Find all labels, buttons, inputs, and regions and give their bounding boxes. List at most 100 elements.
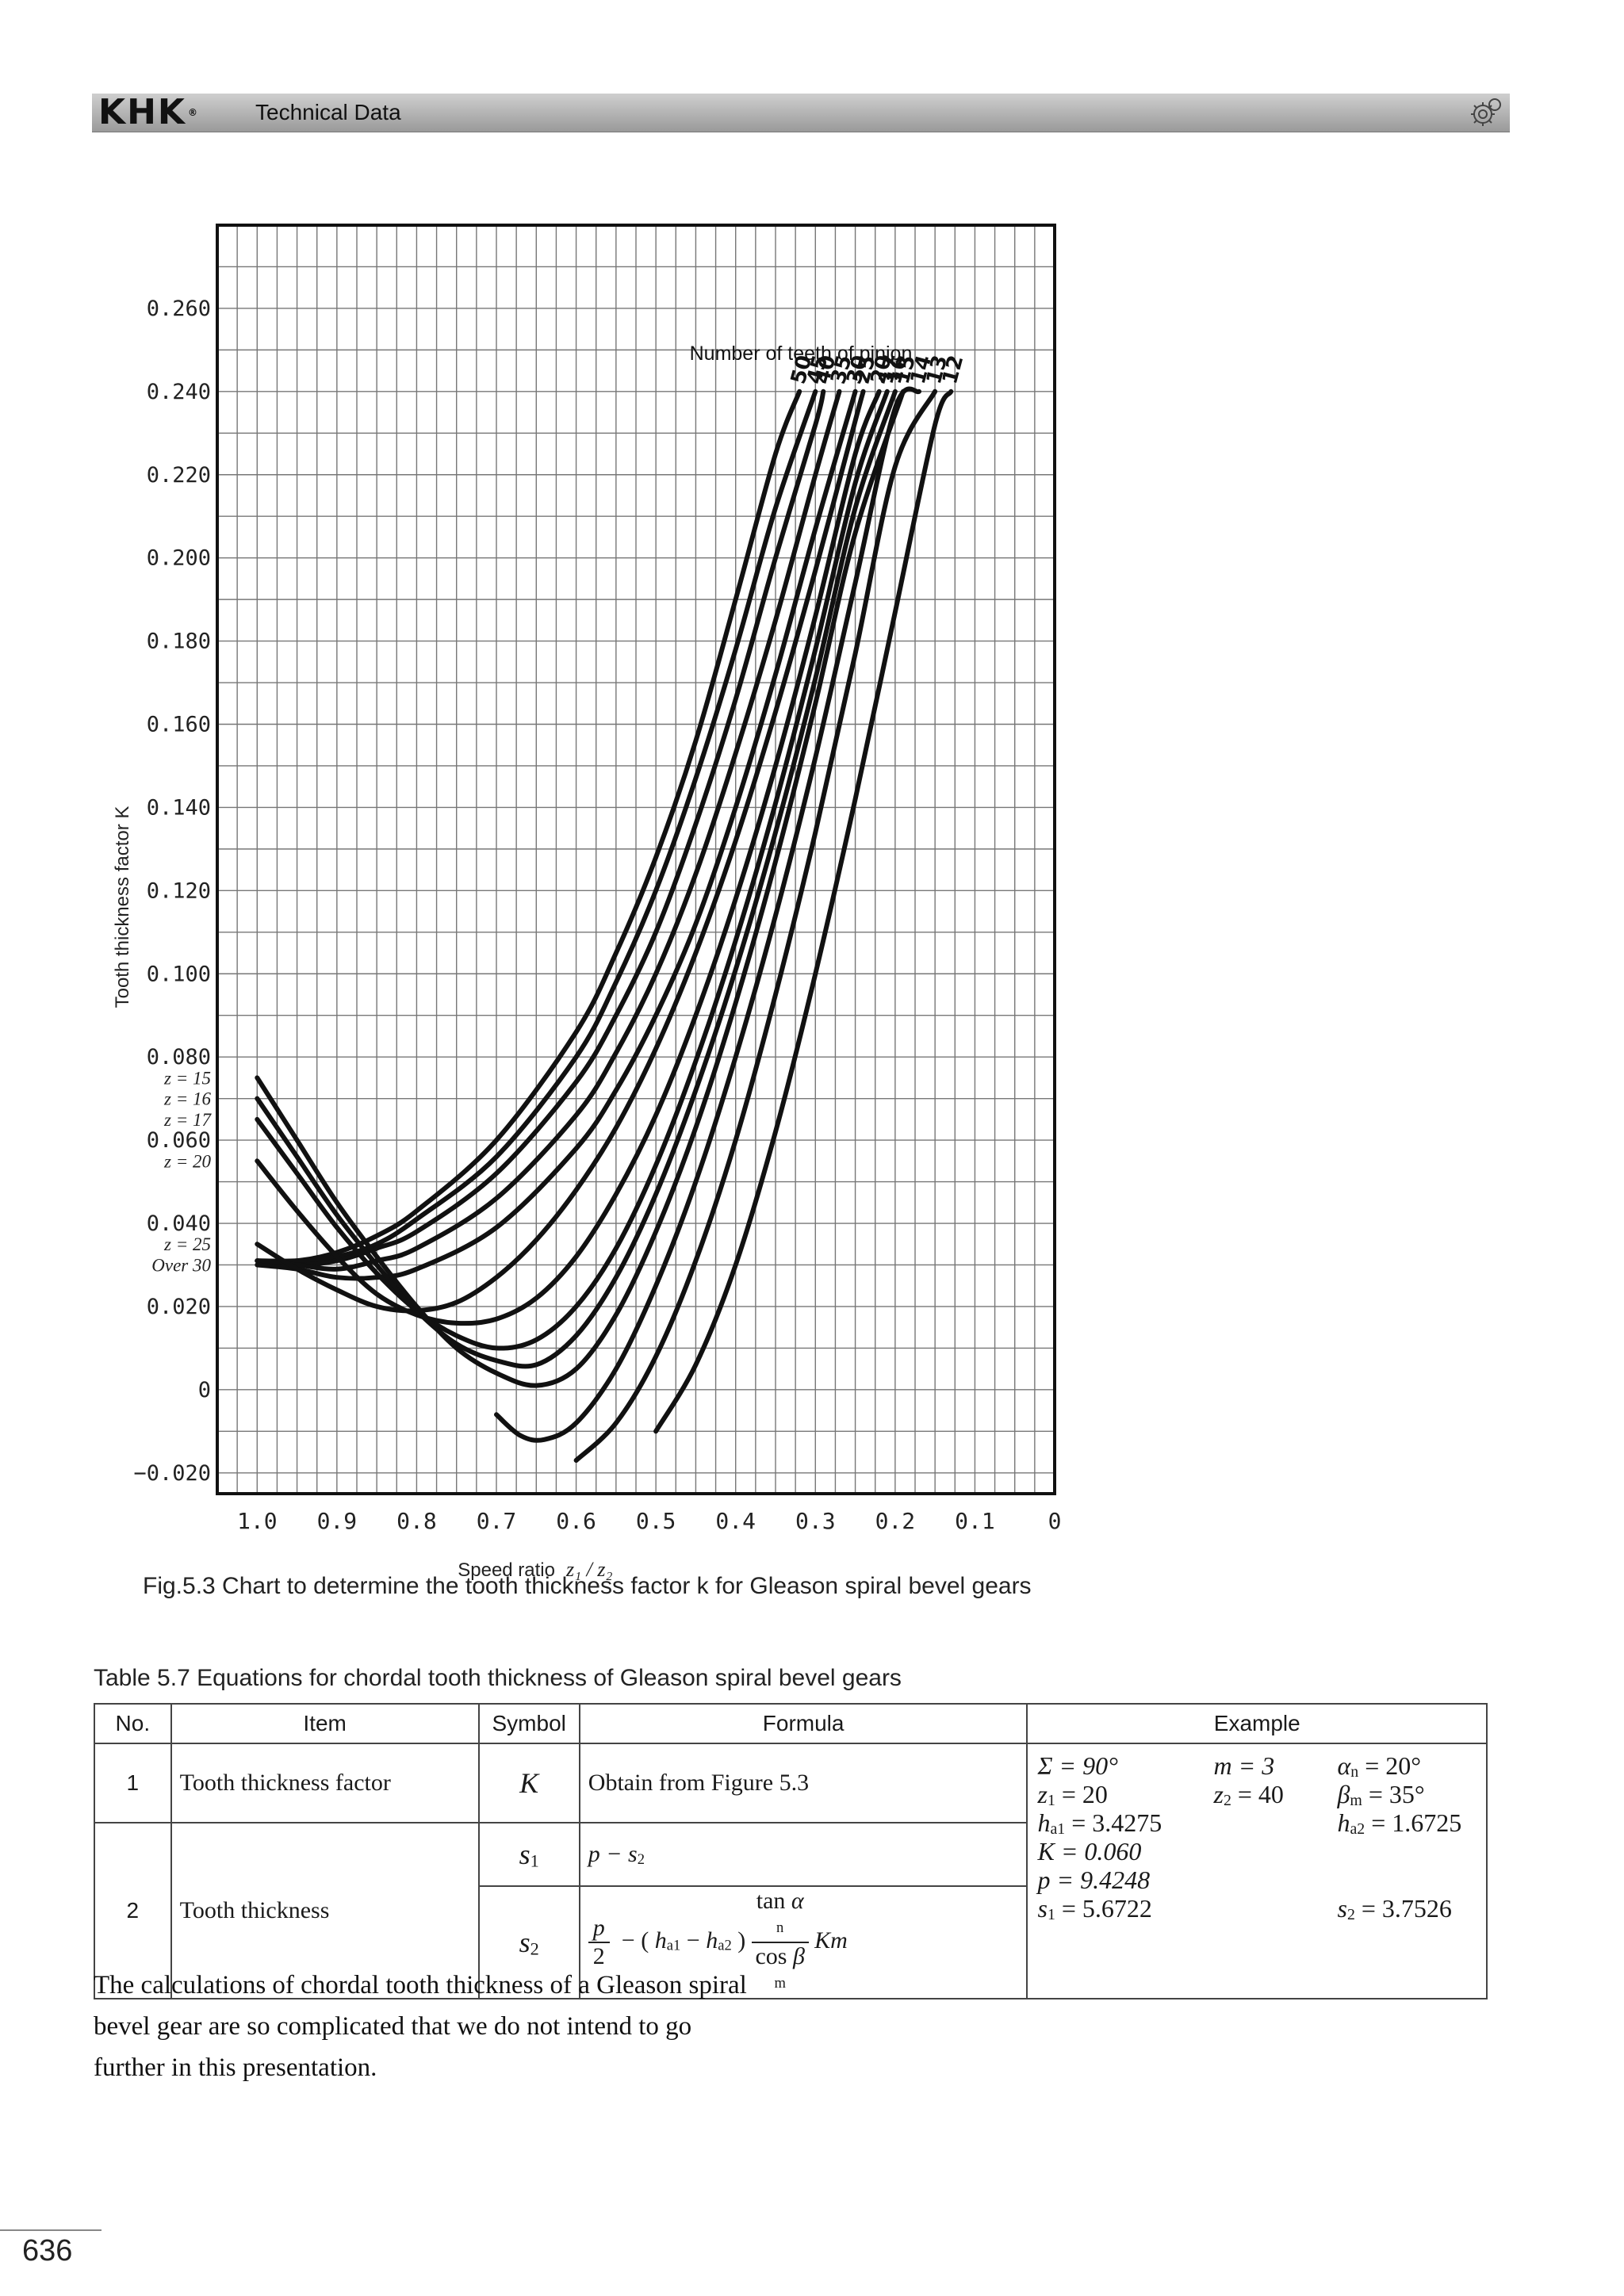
series-line-50: [255, 388, 802, 1264]
x-tick-label: 0: [1048, 1508, 1062, 1534]
row1-formula: Obtain from Figure 5.3: [578, 1743, 1028, 1823]
series-line-35: [255, 388, 842, 1272]
footer-rule: [0, 2229, 102, 2231]
page-header: KHK ® Technical Data: [92, 94, 1510, 132]
ex-m: m = 3: [1213, 1751, 1275, 1780]
ex-alpha: α: [1337, 1751, 1351, 1780]
header-formula: Formula: [578, 1703, 1028, 1744]
sym-s2: s: [519, 1926, 530, 1958]
ex-s2-val: = 3.7526: [1361, 1894, 1452, 1923]
row2-symbol-s2: s2: [477, 1885, 580, 1999]
x-axis-label: Speed ratio: [458, 1559, 555, 1581]
series-line-16: [255, 388, 898, 1369]
ex-alpha-val: = 20°: [1365, 1751, 1422, 1780]
y-tick-label: 0.060: [147, 1128, 211, 1153]
x-tick-label: 0.3: [795, 1508, 836, 1534]
khk-logo: KHK ®: [98, 92, 200, 132]
example-cell: Σ = 90° z1 = 20 ha1 = 3.4275 K = 0.060 p…: [1026, 1743, 1488, 1999]
row2-item: Tooth thickness: [170, 1822, 480, 1999]
y-tick-label: 0.260: [147, 297, 211, 321]
z-label: z = 16: [163, 1089, 211, 1109]
y-tick-label: 0.200: [147, 546, 211, 571]
z-label: Over 30: [151, 1255, 211, 1275]
x-tick-label: 0.6: [556, 1508, 596, 1534]
header-example: Example: [1026, 1703, 1488, 1744]
z-label: z = 25: [163, 1234, 211, 1254]
ex-s1: s: [1037, 1894, 1048, 1923]
x-tick-label: 0.5: [636, 1508, 676, 1534]
series-line-17: [255, 388, 890, 1351]
header-title: Technical Data: [255, 100, 401, 124]
table-title: Table 5.7 Equations for chordal tooth th…: [94, 1665, 902, 1691]
sym-s1: s: [519, 1838, 530, 1870]
x-tick-label: 0.1: [955, 1508, 995, 1534]
series-line-13: [573, 388, 938, 1463]
y-tick-label: −0.020: [133, 1461, 211, 1486]
y-tick-label: 0.040: [147, 1211, 211, 1236]
row1-symbol: K: [477, 1743, 580, 1823]
gear-icon: [1471, 98, 1501, 126]
y-tick-label: 0.180: [147, 629, 211, 654]
ex-z2: z: [1213, 1780, 1224, 1808]
y-tick-label: 0.120: [147, 878, 211, 903]
ex-ha2-val: = 1.6725: [1371, 1808, 1462, 1837]
ex-beta-sub: m: [1350, 1791, 1362, 1809]
ex-z1-sub: 1: [1047, 1791, 1055, 1809]
x-tick-label: 0.8: [396, 1508, 437, 1534]
ex-z2-val: = 40: [1237, 1780, 1284, 1808]
ex-s2-sub: 2: [1346, 1905, 1355, 1923]
ex-s1-sub: 1: [1047, 1905, 1055, 1923]
series-line-15: [255, 388, 906, 1388]
ex-ha2: h: [1337, 1808, 1350, 1837]
page-number: 636: [22, 2234, 73, 2267]
row1-item: Tooth thickness factor: [170, 1743, 480, 1823]
z-label: z = 15: [163, 1068, 211, 1088]
ex-s1-val: = 5.6722: [1061, 1894, 1152, 1923]
ex-alpha-sub: n: [1350, 1762, 1359, 1781]
ex-ha1-val: = 3.4275: [1071, 1808, 1162, 1837]
y-axis-label: Tooth thickness factor K: [112, 806, 133, 1008]
ex-z2-sub: 2: [1223, 1791, 1231, 1809]
x-tick-label: 0.2: [875, 1508, 916, 1534]
figure-caption: Fig.5.3 Chart to determine the tooth thi…: [143, 1573, 1032, 1599]
x-tick-label: 1.0: [237, 1508, 278, 1534]
series-line-20: [255, 388, 882, 1326]
header-symbol: Symbol: [477, 1703, 580, 1744]
ex-ha1: h: [1037, 1808, 1051, 1837]
formula-s1-sub: 2: [637, 1850, 645, 1868]
chart-svg: 1.0 0.9 0.8 0.7 0.6 0.5 0.4 0.3 0.2 0.1 0 0.260 0.24…: [112, 224, 1062, 1581]
z-label: z = 17: [163, 1110, 212, 1130]
series-line-30: [255, 388, 858, 1281]
ex-k: K = 0.060: [1037, 1837, 1142, 1866]
series-line-14: [494, 386, 921, 1443]
ex-beta: β: [1337, 1780, 1350, 1808]
ex-beta-val: = 35°: [1368, 1780, 1425, 1808]
y-tick-label: 0.020: [147, 1295, 211, 1319]
legend-title: Number of teeth of pinion: [690, 342, 913, 365]
ex-sigma: Σ = 90°: [1037, 1751, 1118, 1780]
header-no: No.: [94, 1703, 172, 1744]
row1-no: 1: [94, 1743, 172, 1823]
k-factor-chart: 1.0 0.9 0.8 0.7 0.6 0.5 0.4 0.3 0.2 0.1 0 0.260 0.24…: [111, 214, 1078, 1586]
ex-z1: z: [1037, 1780, 1048, 1808]
series-line-12: [653, 388, 954, 1434]
y-tick-label: 0.240: [147, 380, 211, 404]
y-tick-label: 0.160: [147, 713, 211, 737]
y-tick-label: 0.100: [147, 962, 211, 986]
equations-table: No. Item Symbol Formula Example 1 Tooth …: [94, 1703, 1488, 1999]
body-paragraph: The calculations of chordal tooth thickn…: [94, 1971, 747, 2082]
formula-s1: p − s: [588, 1840, 638, 1867]
row2-symbol-s1: s1: [477, 1822, 580, 1887]
plot-frame: [216, 224, 1056, 1495]
row2-formula-s1: p − s2: [578, 1822, 1028, 1887]
y-tick-label: 0: [198, 1378, 211, 1402]
ex-z1-val: = 20: [1061, 1780, 1108, 1808]
ex-ha1-sub: a1: [1050, 1820, 1066, 1838]
y-tick-label: 0.080: [147, 1045, 211, 1070]
x-tick-label: 0.4: [715, 1508, 756, 1534]
header-item: Item: [170, 1703, 480, 1744]
ex-ha2-sub: a2: [1350, 1820, 1365, 1838]
